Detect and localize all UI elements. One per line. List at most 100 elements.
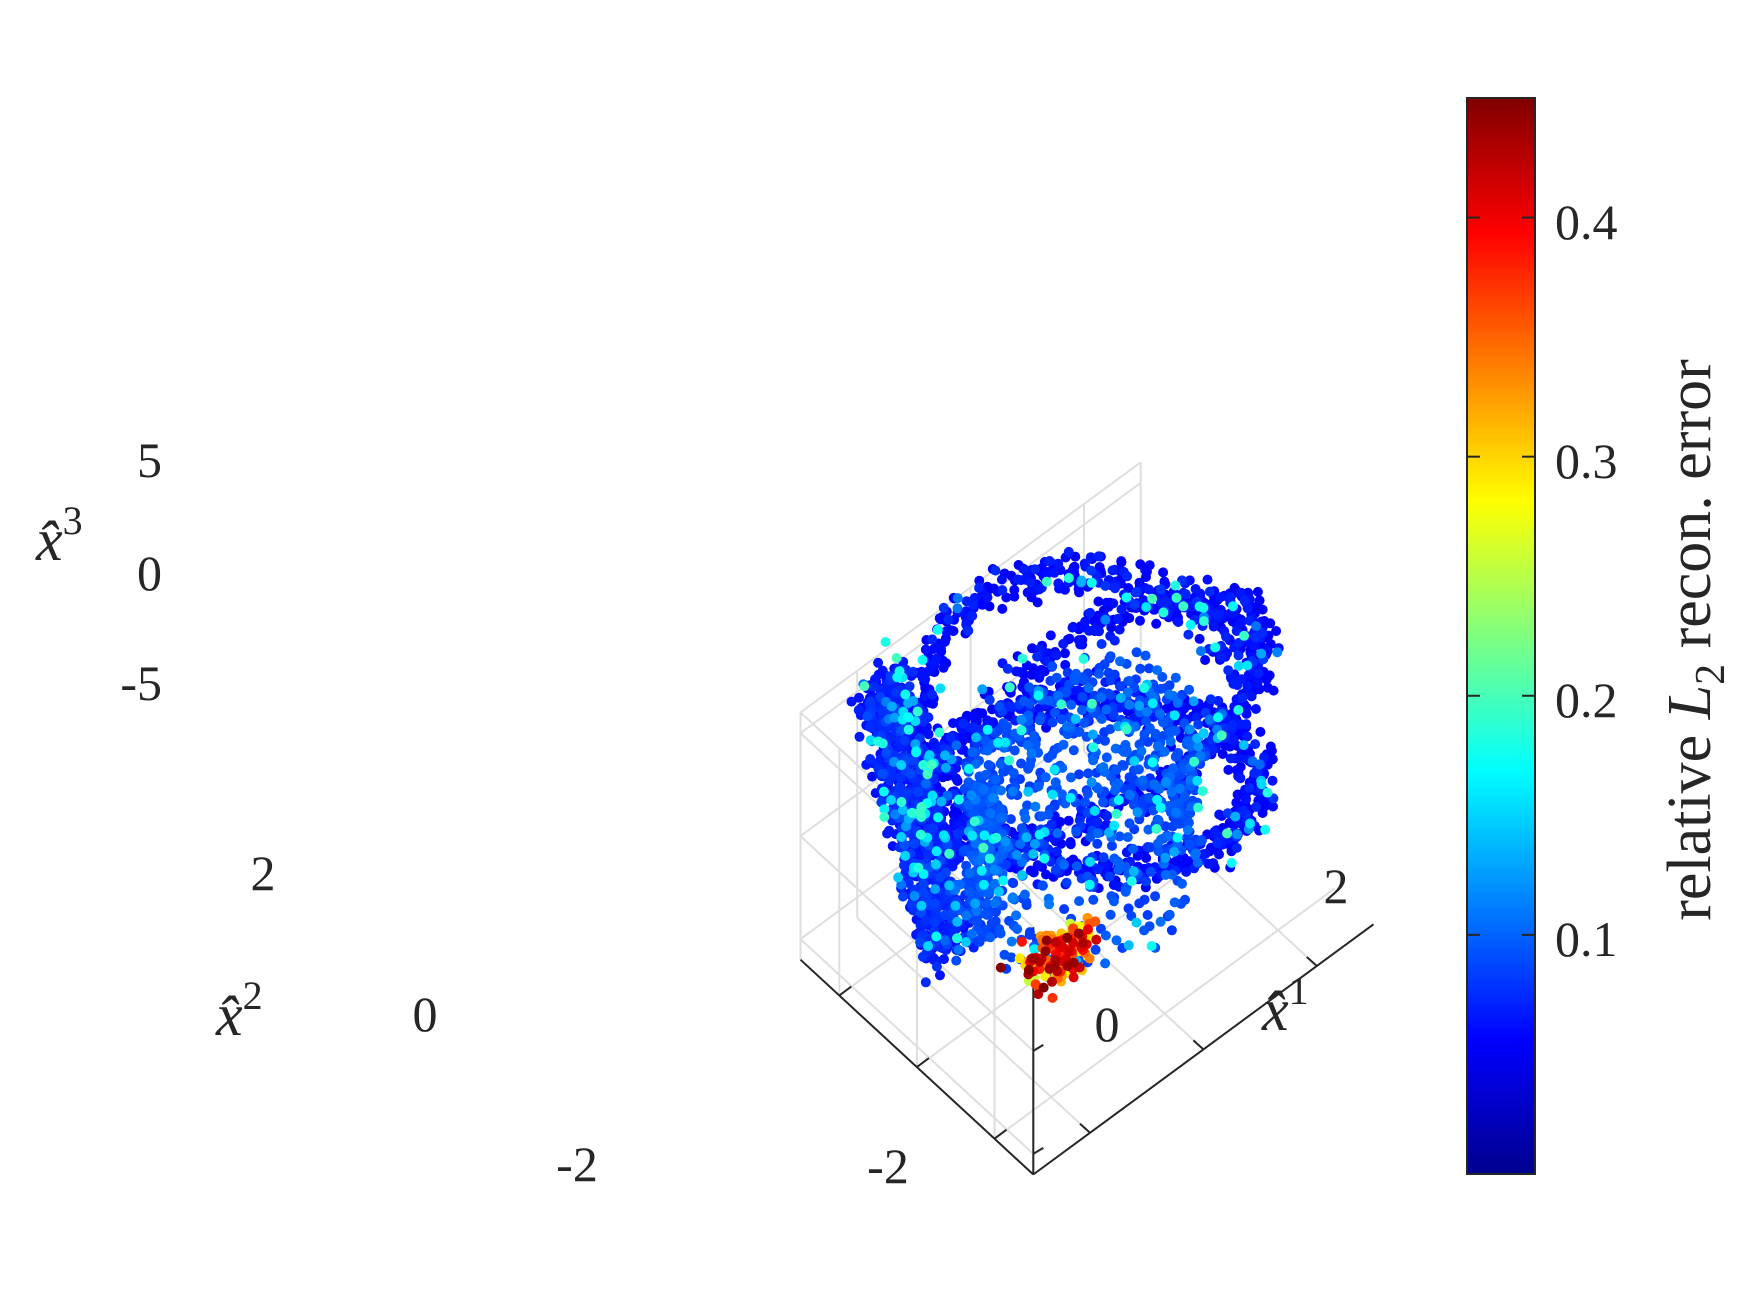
scatter-point <box>1158 607 1169 618</box>
scatter-point <box>1062 667 1073 678</box>
scatter-point <box>1053 578 1064 589</box>
scatter-point <box>1144 663 1154 674</box>
scatter-point <box>1123 940 1134 951</box>
scatter-point <box>1114 831 1125 842</box>
scatter-point <box>1166 786 1177 797</box>
scatter-point <box>1063 815 1074 826</box>
scatter-point <box>1166 925 1177 936</box>
x2-tick-neg2: -2 <box>556 1136 598 1192</box>
scatter-point <box>1056 838 1067 849</box>
scatter-point <box>950 900 961 911</box>
scatter-point <box>1005 814 1016 825</box>
scatter-point <box>1208 858 1219 869</box>
scatter-point <box>951 740 962 751</box>
scatter-point <box>924 750 935 761</box>
scatter-point <box>952 933 962 944</box>
colorbar-tick-0.2: 0.2 <box>1555 672 1618 728</box>
x1-tick-mark <box>1079 1123 1091 1134</box>
scatter-point <box>1151 618 1162 629</box>
scatter-point <box>1212 838 1223 848</box>
scatter-point <box>1152 741 1163 752</box>
scatter-point <box>1162 597 1173 608</box>
scatter-point <box>1066 699 1077 710</box>
scatter-point <box>1008 768 1019 779</box>
scatter-point <box>1155 916 1166 927</box>
scatter-point <box>1189 756 1200 767</box>
scatter-point <box>1132 807 1143 818</box>
scatter-point <box>1007 893 1018 904</box>
scatter-point <box>1256 779 1267 790</box>
scatter-point <box>1061 687 1072 698</box>
scatter-point <box>1059 904 1070 915</box>
x1-tick-mark <box>1192 1039 1205 1051</box>
scatter-point <box>869 681 880 692</box>
scatter-point <box>1215 592 1226 603</box>
scatter-point <box>916 907 927 918</box>
scatter-point <box>968 808 979 819</box>
scatter-point <box>923 848 934 859</box>
scatter-point <box>909 891 920 901</box>
scatter-point <box>913 786 924 797</box>
scatter-point <box>1092 864 1103 875</box>
scatter-point <box>1113 857 1124 868</box>
scatter-point <box>1155 802 1166 813</box>
scatter-point <box>1094 668 1104 679</box>
scatter-point <box>963 625 974 636</box>
scatter-point <box>975 724 986 735</box>
scatter-point <box>997 603 1008 614</box>
scatter-point <box>854 731 865 742</box>
scatter-point <box>1073 928 1084 939</box>
scatter-point <box>1037 880 1048 891</box>
scatter-point <box>1111 764 1122 775</box>
scatter-point <box>1108 896 1119 907</box>
scatter-point <box>1074 896 1085 907</box>
scatter-point <box>1223 764 1234 775</box>
scatter-point <box>932 624 943 635</box>
scatter-point <box>1124 613 1135 624</box>
scatter-point <box>1256 648 1267 659</box>
scatter-point <box>1080 616 1091 627</box>
scatter-point <box>1029 944 1040 955</box>
scatter-point <box>995 962 1006 973</box>
scatter-point <box>1134 700 1145 711</box>
scatter-point <box>1035 669 1046 680</box>
scatter-point <box>1034 715 1045 726</box>
scatter-point <box>1074 769 1084 780</box>
scatter-point <box>1241 809 1252 820</box>
scatter-point <box>1152 665 1163 676</box>
scatter-point <box>959 844 970 855</box>
scatter-point <box>1091 934 1102 945</box>
scatter-point <box>920 674 931 685</box>
scatter-point <box>1151 824 1162 834</box>
scatter-point <box>1232 680 1243 691</box>
scatter-point <box>891 687 902 698</box>
scatter-point <box>1014 953 1025 964</box>
colorbar-tick-0.4: 0.4 <box>1555 194 1618 250</box>
scatter-point <box>896 832 907 842</box>
scatter-point <box>994 701 1005 712</box>
scatter-point <box>931 846 942 857</box>
scatter-point <box>1195 646 1206 657</box>
scatter-point <box>896 760 907 771</box>
scatter-point <box>897 805 908 815</box>
scatter-point <box>1012 924 1023 934</box>
scatter-point <box>1180 589 1191 600</box>
scatter-point <box>931 931 942 942</box>
scatter-point <box>1135 663 1146 674</box>
scatter-point <box>1011 910 1022 921</box>
scatter-point <box>1028 849 1039 859</box>
scatter-point <box>1225 753 1236 764</box>
scatter-point <box>1223 665 1234 676</box>
scatter-point <box>1016 758 1027 769</box>
scatter-point <box>982 724 993 735</box>
scatter-point <box>954 794 964 805</box>
scatter-point <box>1105 651 1116 662</box>
scatter-point <box>1183 825 1193 835</box>
scatter-point <box>918 887 929 898</box>
scatter-point <box>922 769 933 780</box>
scatter-point <box>1049 764 1060 775</box>
scatter-point <box>1174 783 1185 794</box>
scatter-point <box>1141 853 1152 863</box>
scatter-point <box>1116 604 1127 615</box>
scatter-point <box>1185 741 1196 752</box>
